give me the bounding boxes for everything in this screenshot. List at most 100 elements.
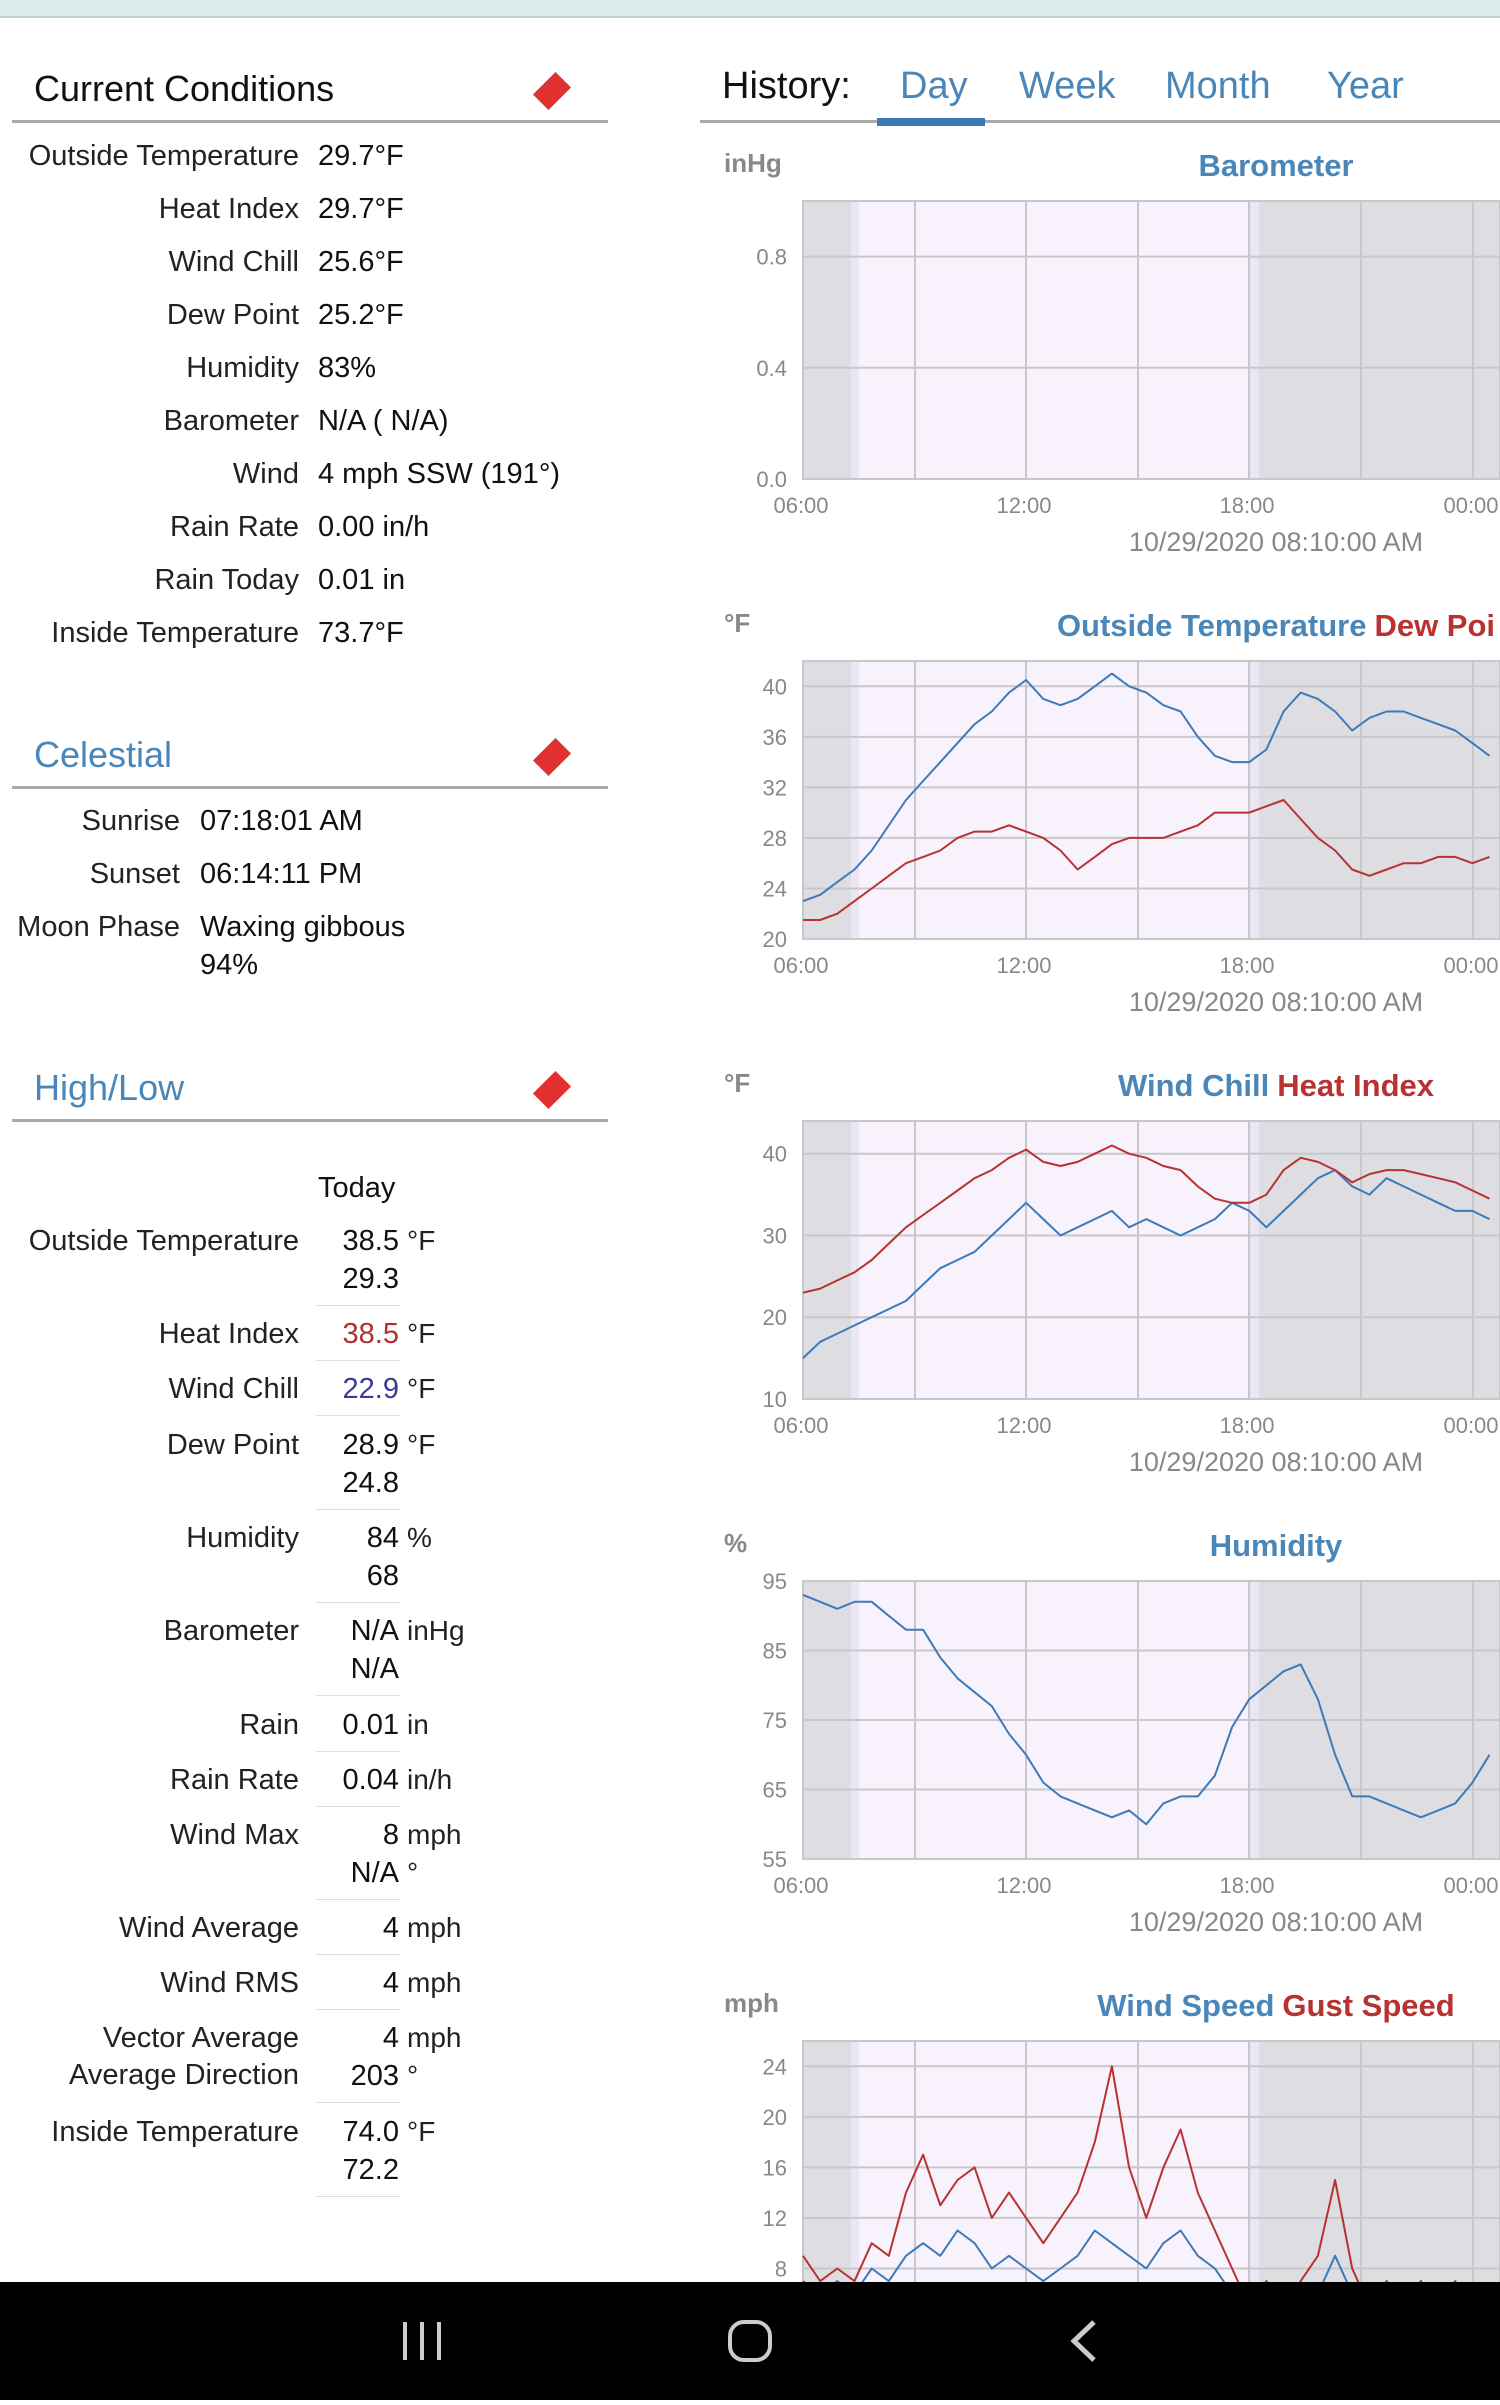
highlow-high-value: 22.9 <box>343 1373 399 1406</box>
y-tick-label: 32 <box>763 775 787 800</box>
x-tick-label: 12:00 <box>996 1873 1051 1898</box>
tab-day[interactable]: Day <box>900 65 968 108</box>
back-button[interactable] <box>1002 2282 1162 2400</box>
night-shade <box>803 201 851 479</box>
y-tick-label: 95 <box>763 1569 787 1594</box>
highlow-high-value: 0.01 <box>343 1709 399 1742</box>
chart-title: Humidity <box>1210 1528 1343 1563</box>
current-value: N/A ( N/A) <box>318 405 449 438</box>
highlow-separator <box>316 1415 400 1416</box>
highlow-high-value: 4 <box>383 1967 399 2000</box>
x-tick-label: 12:00 <box>996 493 1051 518</box>
x-tick-label: 18:00 <box>1219 953 1274 978</box>
current-value: 29.7°F <box>318 193 404 226</box>
highlow-separator <box>316 1360 400 1361</box>
y-tick-label: 55 <box>763 1847 787 1872</box>
highlow-label: Barometer <box>164 1615 299 1648</box>
highlow-label: Dew Point <box>167 1429 299 1462</box>
highlow-separator <box>316 1509 400 1510</box>
celestial-title: Celestial <box>34 734 172 776</box>
home-button[interactable] <box>670 2282 830 2400</box>
celestial-rule <box>12 786 608 789</box>
x-tick-label: 12:00 <box>996 953 1051 978</box>
highlow-high-value: 38.5 <box>343 1318 399 1351</box>
highlow-unit: mph <box>407 1819 461 1851</box>
x-tick-label: 06:00 <box>773 1873 828 1898</box>
highlow-separator <box>316 1806 400 1807</box>
chart-title-part: Humidity <box>1210 1528 1343 1563</box>
x-tick-label: 18:00 <box>1219 1413 1274 1438</box>
y-tick-label: 16 <box>763 2155 787 2180</box>
night-shade <box>803 2041 851 2282</box>
current-value: 29.7°F <box>318 140 404 173</box>
highlow-separator <box>316 1602 400 1603</box>
highlow-high-value: 8 <box>383 1819 399 1852</box>
highlow-unit: °F <box>407 1429 435 1461</box>
home-icon <box>670 2282 830 2400</box>
x-tick-label: 06:00 <box>773 1413 828 1438</box>
current-label: Rain Today <box>154 564 299 597</box>
x-tick-label: 00:00 <box>1443 953 1498 978</box>
android-nav-bar <box>0 2282 1500 2400</box>
highlow-collapse-icon[interactable] <box>533 1071 571 1109</box>
highlow-label: Rain Rate <box>170 1764 299 1797</box>
y-tick-label: 36 <box>763 725 787 750</box>
recent-apps-icon <box>342 2282 502 2400</box>
y-tick-label: 30 <box>763 1223 787 1248</box>
current-label: Heat Index <box>159 193 299 226</box>
x-tick-label: 18:00 <box>1219 493 1274 518</box>
highlow-high-value: 0.04 <box>343 1764 399 1797</box>
current-value: 83% <box>318 352 376 385</box>
active-tab-indicator <box>877 118 985 126</box>
chart-title-part: Heat Index <box>1277 1068 1435 1103</box>
current-conditions-collapse-icon[interactable] <box>533 72 571 110</box>
current-label: Wind <box>233 458 299 491</box>
highlow-separator <box>316 1751 400 1752</box>
twilight-shade <box>1249 661 1259 939</box>
y-tick-label: 24 <box>763 876 787 901</box>
chart-title-part: Dew Poi <box>1374 608 1495 643</box>
y-tick-label: 20 <box>763 2105 787 2130</box>
highlow-separator <box>316 1305 400 1306</box>
current-value: 4 mph SSW (191°) <box>318 458 560 491</box>
highlow-label: Outside Temperature <box>29 1225 299 1258</box>
y-tick-label: 24 <box>763 2054 787 2079</box>
current-value: 73.7°F <box>318 617 404 650</box>
y-tick-label: 20 <box>763 927 787 952</box>
current-label: Wind Chill <box>168 246 299 279</box>
highlow-label: Wind Chill <box>168 1373 299 1406</box>
tab-week[interactable]: Week <box>1019 65 1115 108</box>
y-tick-label: 8 <box>775 2256 787 2281</box>
celestial-label: Sunrise <box>82 805 180 838</box>
highlow-label: Inside Temperature <box>51 2116 299 2149</box>
current-value: 25.2°F <box>318 299 404 332</box>
chart-title-part: Wind Chill <box>1118 1068 1269 1103</box>
x-tick-label: 12:00 <box>996 1413 1051 1438</box>
night-shade <box>803 1121 851 1399</box>
highlow-high-value: 84 <box>367 1522 399 1555</box>
current-label: Outside Temperature <box>29 140 299 173</box>
browser-top-bar <box>0 0 1500 18</box>
chart-unit-label: mph <box>724 1988 779 2018</box>
celestial-collapse-icon[interactable] <box>533 738 571 776</box>
current-value: 0.01 in <box>318 564 405 597</box>
celestial-value: 06:14:11 PM <box>200 858 362 891</box>
twilight-shade <box>851 1121 859 1399</box>
tab-year[interactable]: Year <box>1327 65 1404 108</box>
highlow-unit: °F <box>407 1373 435 1405</box>
chart-timestamp: 10/29/2020 08:10:00 AM <box>1129 527 1423 557</box>
chart-title-part: Outside Temperature <box>1057 608 1367 643</box>
current-value: 25.6°F <box>318 246 404 279</box>
tab-month[interactable]: Month <box>1165 65 1271 108</box>
chart-title-part: Barometer <box>1198 148 1353 183</box>
y-tick-label: 75 <box>763 1708 787 1733</box>
highlow-rule <box>12 1119 608 1122</box>
recent-apps-button[interactable] <box>342 2282 502 2400</box>
y-tick-label: 65 <box>763 1778 787 1803</box>
chart-title-part: Gust Speed <box>1282 1988 1454 2023</box>
twilight-shade <box>851 661 859 939</box>
